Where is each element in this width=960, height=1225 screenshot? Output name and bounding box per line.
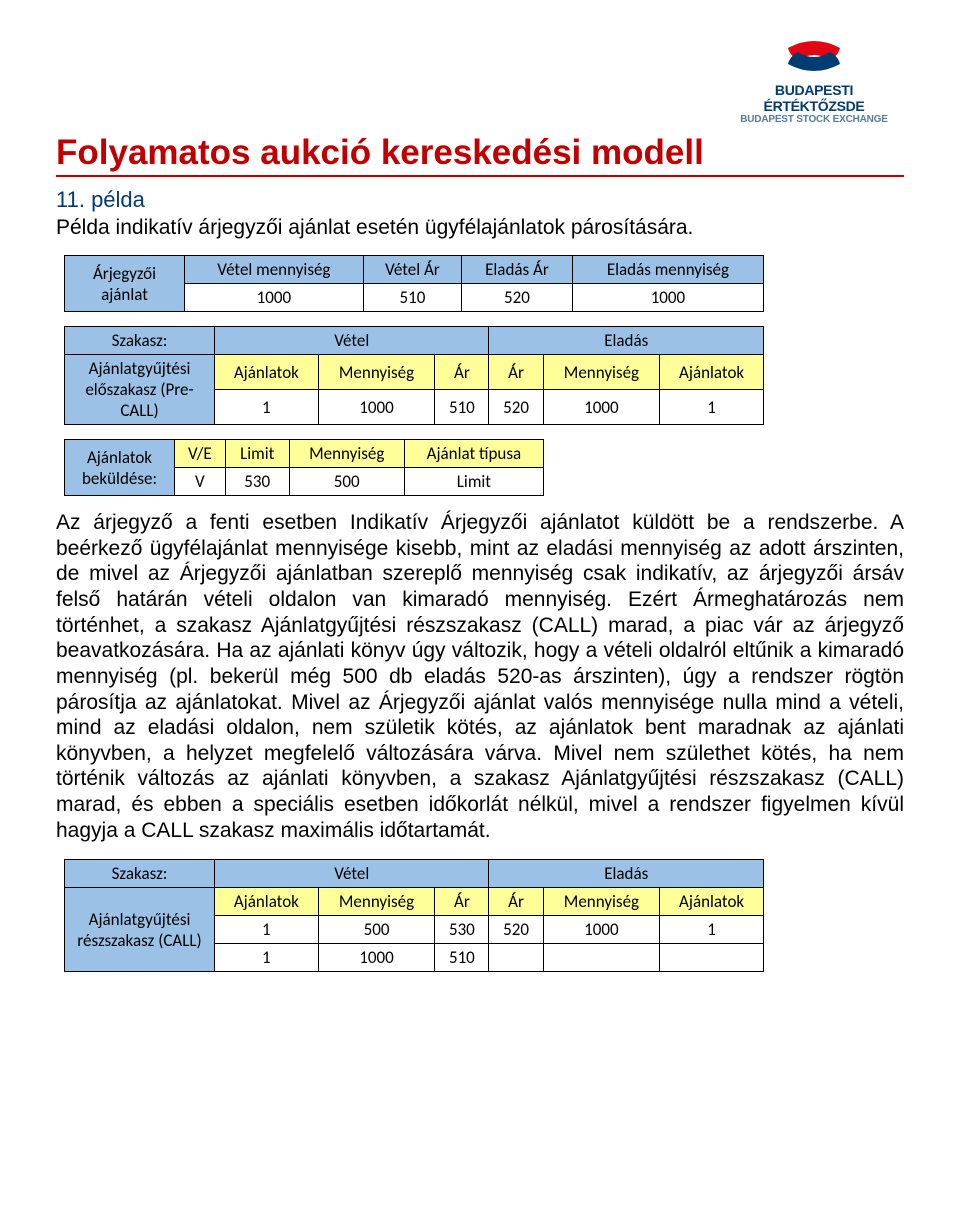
t4-sell: Eladás [489, 860, 764, 888]
t4-buy: Vétel [215, 860, 489, 888]
t2-c0: 1 [215, 390, 319, 425]
t4-phase-label: Szakasz: [65, 860, 215, 888]
t4-r0c3: 520 [489, 916, 543, 944]
t1-v2: 520 [462, 284, 573, 312]
logo-text-2: BUDAPEST STOCK EXCHANGE [724, 114, 904, 125]
t2-sh3: Ár [489, 355, 543, 390]
t1-v1: 510 [363, 284, 461, 312]
t4-r0c1: 500 [318, 916, 435, 944]
t3-c1: 530 [225, 468, 289, 496]
orderbook-precall-table: Szakasz: Vétel Eladás Ajánlatgyűjtési el… [64, 326, 764, 425]
t2-sh0: Ajánlatok [215, 355, 319, 390]
t3-h0: V/E [175, 440, 226, 468]
logo-text-1: BUDAPESTI ÉRTÉKTŐZSDE [724, 82, 904, 114]
t3-c3: Limit [404, 468, 543, 496]
orderbook-call-table: Szakasz: Vétel Eladás Ajánlatgyűjtési ré… [64, 859, 764, 972]
t4-sh5: Ajánlatok [660, 888, 764, 916]
t2-c2: 510 [435, 390, 489, 425]
logo-area: BUDAPESTI ÉRTÉKTŐZSDE BUDAPEST STOCK EXC… [56, 30, 904, 125]
t4-r1c4 [543, 944, 660, 972]
t2-sh2: Ár [435, 355, 489, 390]
t4-r0c2: 530 [435, 916, 489, 944]
order-submit-table: Ajánlatok beküldése: V/E Limit Mennyiség… [64, 439, 544, 496]
t4-r0c5: 1 [660, 916, 764, 944]
t4-sh4: Mennyiség [543, 888, 660, 916]
t2-c5: 1 [660, 390, 764, 425]
t2-sh4: Mennyiség [543, 355, 660, 390]
t4-r1c2: 510 [435, 944, 489, 972]
t1-h3: Eladás mennyiség [572, 256, 763, 284]
t2-c1: 1000 [318, 390, 435, 425]
t3-h3: Ajánlat típusa [404, 440, 543, 468]
page-title: Folyamatos aukció kereskedési modell [56, 133, 904, 177]
bse-logo-icon [778, 30, 850, 82]
t2-sell: Eladás [489, 327, 764, 355]
t4-sh3: Ár [489, 888, 543, 916]
t4-r1c3 [489, 944, 543, 972]
t3-h2: Mennyiség [289, 440, 404, 468]
quote-table: Árjegyzői ajánlat Vétel mennyiség Vétel … [64, 255, 764, 312]
t4-sh2: Ár [435, 888, 489, 916]
t1-v3: 1000 [572, 284, 763, 312]
t2-phase-name: Ajánlatgyűjtési előszakasz (Pre-CALL) [65, 355, 215, 425]
body-paragraph: Az árjegyző a fenti esetben Indikatív Ár… [56, 510, 904, 843]
t4-r1c0: 1 [215, 944, 319, 972]
t3-c0: V [175, 468, 226, 496]
t4-sh1: Mennyiség [318, 888, 435, 916]
t3-c2: 500 [289, 468, 404, 496]
t3-h1: Limit [225, 440, 289, 468]
t4-r0c4: 1000 [543, 916, 660, 944]
t4-r1c5 [660, 944, 764, 972]
t2-sh5: Ajánlatok [660, 355, 764, 390]
t1-h1: Vétel Ár [363, 256, 461, 284]
t2-sh1: Mennyiség [318, 355, 435, 390]
t1-h0: Vétel mennyiség [185, 256, 364, 284]
example-label: 11. példa [56, 187, 904, 213]
t4-r0c0: 1 [215, 916, 319, 944]
t4-r1c1: 1000 [318, 944, 435, 972]
t2-c3: 520 [489, 390, 543, 425]
bse-logo: BUDAPESTI ÉRTÉKTŐZSDE BUDAPEST STOCK EXC… [724, 30, 904, 125]
t4-sh0: Ajánlatok [215, 888, 319, 916]
t1-v0: 1000 [185, 284, 364, 312]
t1-h2: Eladás Ár [462, 256, 573, 284]
t2-buy: Vétel [215, 327, 489, 355]
t1-rowlabel: Árjegyzői ajánlat [65, 256, 185, 312]
t2-c4: 1000 [543, 390, 660, 425]
t4-phase-name: Ajánlatgyűjtési részszakasz (CALL) [65, 888, 215, 972]
t3-label: Ajánlatok beküldése: [65, 440, 175, 496]
t2-phase-label: Szakasz: [65, 327, 215, 355]
lead-text: Példa indikatív árjegyzői ajánlat esetén… [56, 215, 904, 241]
